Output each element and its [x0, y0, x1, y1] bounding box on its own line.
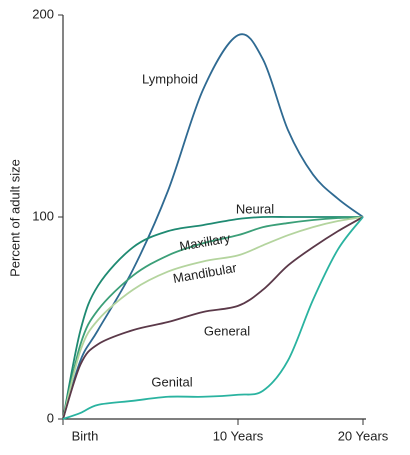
y-axis-label: Percent of adult size	[7, 159, 22, 277]
growth-curve	[62, 33, 364, 420]
y-tick-label: 200	[32, 6, 54, 21]
growth-curve	[62, 216, 364, 420]
series-label: Lymphoid	[142, 71, 198, 86]
x-tick-label: 20 Years	[338, 428, 389, 443]
y-tick-label: 100	[32, 208, 54, 223]
series-label: General	[204, 323, 250, 338]
y-tick-label: 0	[47, 410, 54, 425]
x-tick-label: 10 Years	[213, 428, 264, 443]
series-label: Mandibular	[172, 260, 239, 286]
growth-curve	[62, 216, 364, 420]
series-label: Neural	[236, 201, 274, 216]
x-tick-label: Birth	[72, 428, 99, 443]
growth-curve	[62, 216, 364, 420]
series-label: Genital	[151, 374, 192, 389]
growth-curve	[62, 216, 364, 420]
series-label: Maxillary	[178, 230, 232, 254]
growth-curve	[62, 215, 363, 420]
